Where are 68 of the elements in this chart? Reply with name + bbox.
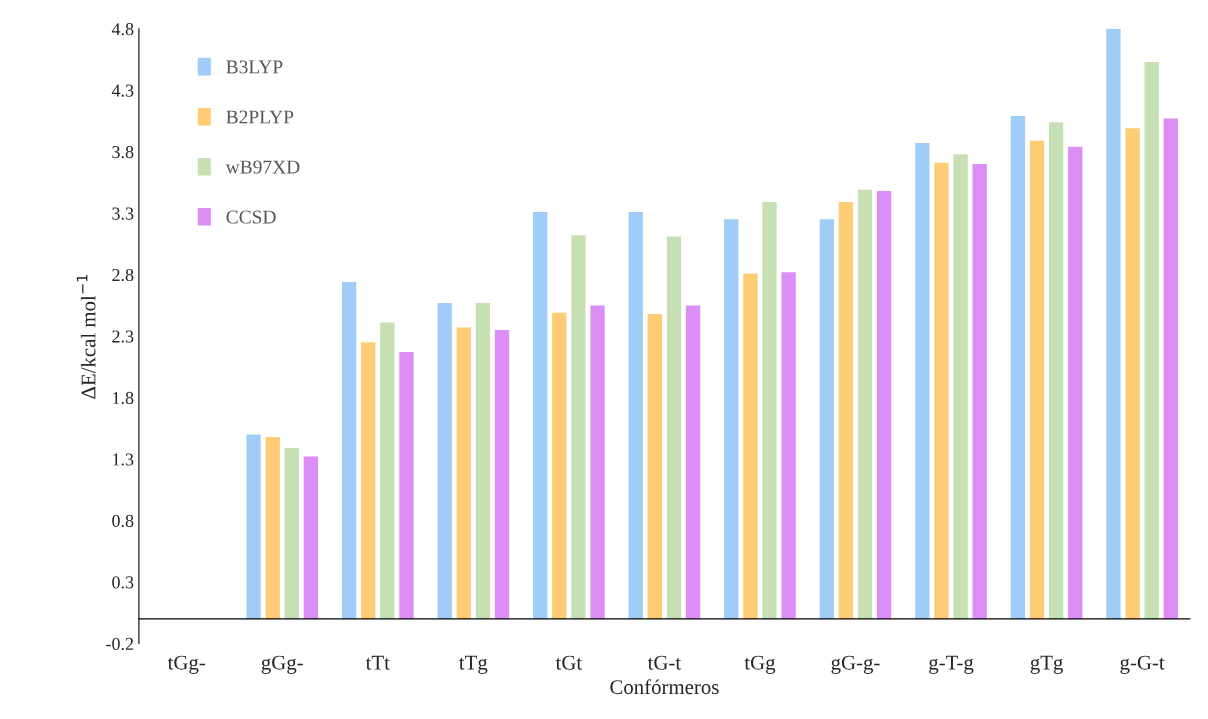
legend-label: B3LYP bbox=[226, 60, 283, 74]
x-tick-label: gGg- bbox=[261, 655, 303, 674]
bar bbox=[380, 322, 395, 619]
bar bbox=[1010, 116, 1026, 619]
bar bbox=[361, 342, 376, 619]
x-axis-title: Confórmeros bbox=[610, 679, 719, 695]
bar bbox=[1106, 28, 1121, 619]
bar bbox=[456, 327, 471, 619]
bar bbox=[972, 164, 987, 619]
x-tick-label: tG-t bbox=[647, 655, 682, 670]
bar bbox=[341, 282, 357, 619]
y-tick-label: 1.8 bbox=[113, 391, 134, 405]
x-tick-label: tGt bbox=[555, 655, 583, 670]
bar bbox=[1068, 146, 1083, 619]
y-tick-label: -0.2 bbox=[106, 637, 134, 651]
x-tick-label: gTg bbox=[1030, 655, 1063, 674]
bar bbox=[628, 211, 643, 619]
bar bbox=[915, 143, 930, 619]
bar bbox=[647, 314, 663, 619]
x-tick-label: gG-g- bbox=[831, 655, 880, 674]
bar bbox=[1029, 140, 1045, 619]
bar bbox=[246, 434, 261, 619]
x-tick-label: g-T-g bbox=[929, 655, 974, 674]
bar bbox=[533, 211, 548, 619]
y-tick-label: 4.8 bbox=[111, 23, 134, 36]
x-tick-label: tTt bbox=[365, 655, 390, 670]
x-tick-label: tGg- bbox=[167, 655, 206, 674]
bar bbox=[399, 352, 414, 619]
bar bbox=[857, 189, 873, 619]
x-tick-label: tTg bbox=[459, 655, 488, 674]
y-axis-title: ΔE/kcal mol$^{−1}$ bbox=[76, 274, 96, 399]
bar bbox=[303, 456, 319, 619]
bar bbox=[1163, 118, 1178, 619]
bar bbox=[437, 302, 452, 619]
bar bbox=[494, 329, 510, 619]
bar bbox=[724, 219, 739, 619]
bar bbox=[1144, 61, 1159, 619]
legend-label: wB97XD bbox=[225, 160, 300, 174]
legend-label: CCSD bbox=[226, 210, 276, 224]
bar bbox=[934, 162, 949, 619]
y-tick-label: 3.3 bbox=[112, 207, 134, 220]
bar bbox=[571, 235, 586, 619]
bar bbox=[1048, 122, 1064, 619]
y-tick-label: 1.3 bbox=[113, 453, 134, 466]
bar bbox=[475, 302, 491, 619]
bar bbox=[552, 312, 567, 619]
y-tick-label: 2.8 bbox=[112, 268, 134, 282]
y-tick-label: 3.8 bbox=[112, 145, 134, 159]
y-tick-label: 0.8 bbox=[112, 514, 134, 528]
bar bbox=[819, 219, 834, 619]
bar bbox=[265, 436, 280, 619]
bar bbox=[762, 202, 777, 619]
bar bbox=[953, 154, 968, 619]
x-tick-label: tGg bbox=[744, 655, 776, 674]
bar bbox=[666, 236, 682, 619]
bar bbox=[685, 305, 701, 619]
bar bbox=[1125, 128, 1140, 619]
bar bbox=[743, 273, 758, 619]
y-tick-label: 2.3 bbox=[112, 330, 134, 343]
bar bbox=[284, 448, 299, 619]
y-tick-label: 0.3 bbox=[112, 576, 134, 589]
bar bbox=[838, 202, 854, 619]
bar bbox=[876, 191, 892, 619]
bar bbox=[590, 305, 605, 619]
bar bbox=[781, 272, 796, 619]
x-tick-label: g-G-t bbox=[1120, 655, 1165, 674]
y-tick-label: 4.3 bbox=[111, 84, 134, 97]
legend-label: B2PLYP bbox=[226, 110, 294, 124]
